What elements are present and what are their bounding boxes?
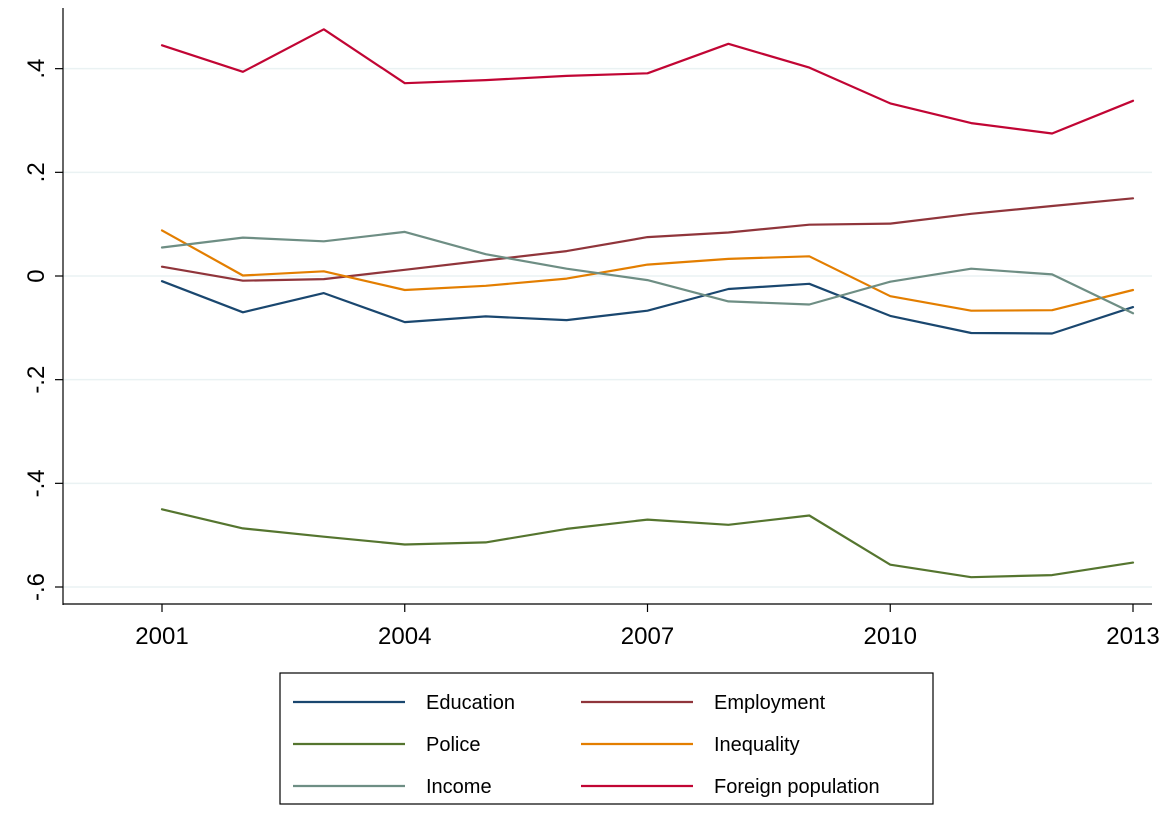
series-lines bbox=[160, 28, 1135, 579]
series-line-education bbox=[160, 280, 1135, 335]
series-line-foreign-population bbox=[160, 28, 1135, 135]
y-tick-label: 0 bbox=[23, 269, 50, 282]
y-tick-label: .4 bbox=[23, 59, 50, 79]
series-line-income bbox=[160, 230, 1135, 315]
x-tick-label: 2001 bbox=[135, 623, 188, 650]
gridlines bbox=[63, 67, 1152, 588]
legend-label: Foreign population bbox=[714, 776, 880, 798]
x-tick-label: 2010 bbox=[864, 623, 917, 650]
x-tick-label: 2007 bbox=[621, 623, 674, 650]
legend-label: Education bbox=[426, 692, 515, 714]
series-line-inequality bbox=[160, 229, 1135, 312]
series-line-employment bbox=[160, 197, 1135, 282]
series-line-police bbox=[160, 508, 1135, 579]
legend-box bbox=[279, 672, 934, 805]
axes: -.6 -.4 -.2 0 .2 .4 2001 2004 2007 2010 2013 bbox=[23, 8, 1160, 650]
y-tick-label: -.2 bbox=[23, 366, 50, 394]
y-tick-label: -.6 bbox=[23, 573, 50, 601]
legend-label: Employment bbox=[714, 692, 826, 714]
x-tick-label: 2013 bbox=[1106, 623, 1159, 650]
y-tick-label: -.4 bbox=[23, 469, 50, 497]
legend-label: Income bbox=[426, 776, 492, 798]
y-tick-label: .2 bbox=[23, 162, 50, 182]
legend: Education Employment Police Inequality Incom… bbox=[279, 672, 934, 805]
x-tick-label: 2004 bbox=[378, 623, 431, 650]
legend-label: Police bbox=[426, 734, 480, 756]
legend-label: Inequality bbox=[714, 734, 800, 756]
